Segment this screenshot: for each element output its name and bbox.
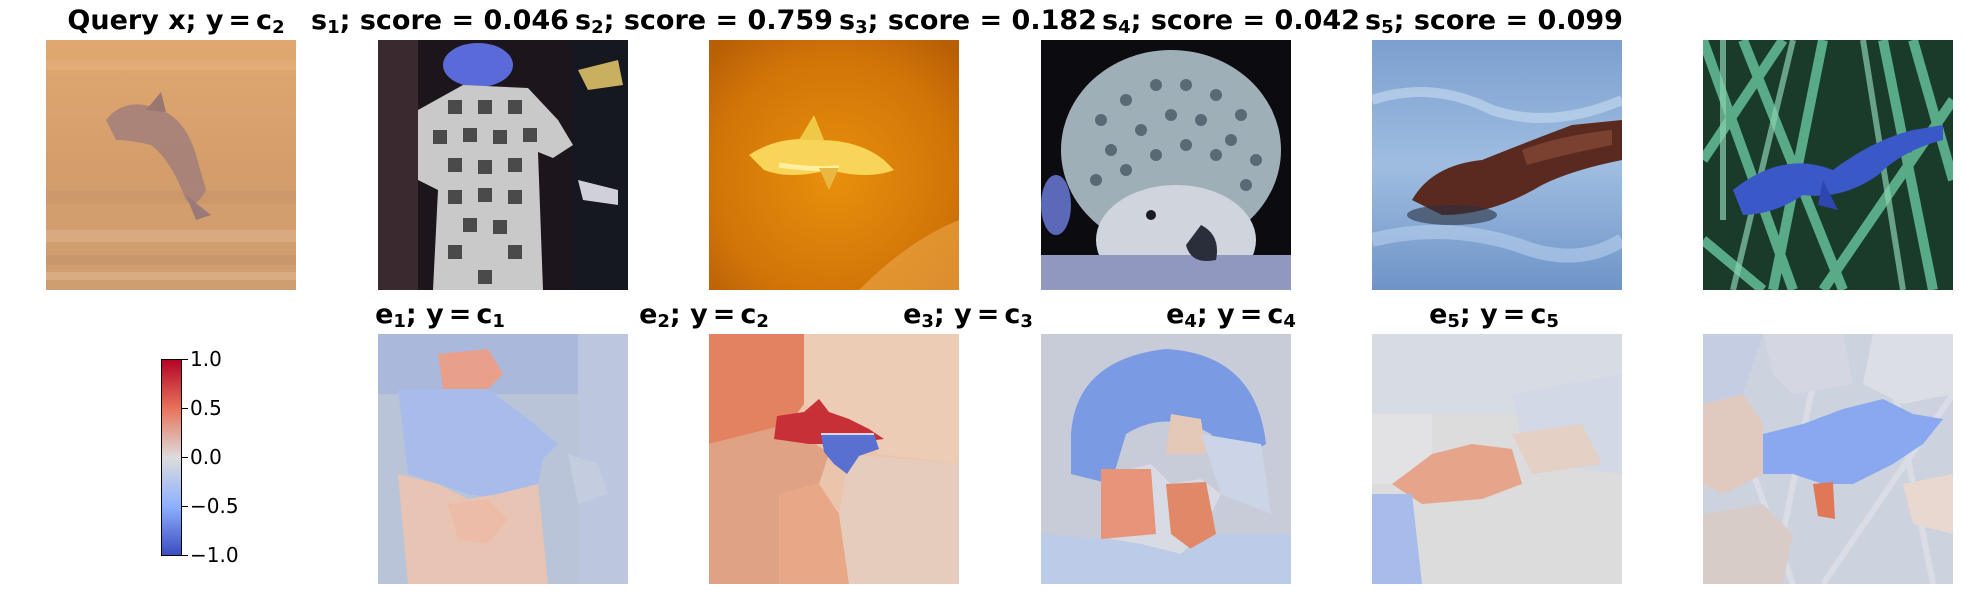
support-image-3 xyxy=(1041,40,1291,290)
explanation-map-2 xyxy=(709,334,959,584)
support-image-5 xyxy=(1703,40,1953,290)
explanation-title-4: e4; y = c4 xyxy=(1166,299,1296,332)
support-title-3: s3; score = 0.182 xyxy=(839,5,1097,38)
colorbar-tick-3 xyxy=(182,457,188,458)
colorbar-tick-label-1: 1.0 xyxy=(190,347,222,371)
query-image xyxy=(46,40,296,290)
support-image-4 xyxy=(1372,40,1622,290)
explanation-map-5 xyxy=(1703,334,1953,584)
explanation-title-2: e2; y = c2 xyxy=(639,299,769,332)
support-title-4: s4; score = 0.042 xyxy=(1102,5,1360,38)
support-image-2 xyxy=(709,40,959,290)
colorbar-tick-label-4: −0.5 xyxy=(190,494,239,518)
explanation-map-1 xyxy=(378,334,628,584)
colorbar-tick-5 xyxy=(182,555,188,556)
explanation-map-3 xyxy=(1041,334,1291,584)
colorbar-tick-1 xyxy=(182,359,188,360)
colorbar xyxy=(161,359,182,556)
support-image-1 xyxy=(378,40,628,290)
colorbar-tick-label-3: 0.0 xyxy=(190,445,222,469)
support-title-2: s2; score = 0.759 xyxy=(575,5,833,38)
colorbar-tick-4 xyxy=(182,506,188,507)
colorbar-tick-label-5: −1.0 xyxy=(190,543,239,567)
query-title: Query x; y = c2 xyxy=(67,5,285,38)
explanation-map-4 xyxy=(1372,334,1622,584)
explanation-title-5: e5; y = c5 xyxy=(1429,299,1559,332)
support-title-1: s1; score = 0.046 xyxy=(311,5,569,38)
support-title-5: s5; score = 0.099 xyxy=(1365,5,1623,38)
colorbar-tick-label-2: 0.5 xyxy=(190,396,222,420)
explanation-title-1: e1; y = c1 xyxy=(375,299,505,332)
explanation-title-3: e3; y = c3 xyxy=(903,299,1033,332)
colorbar-tick-2 xyxy=(182,408,188,409)
